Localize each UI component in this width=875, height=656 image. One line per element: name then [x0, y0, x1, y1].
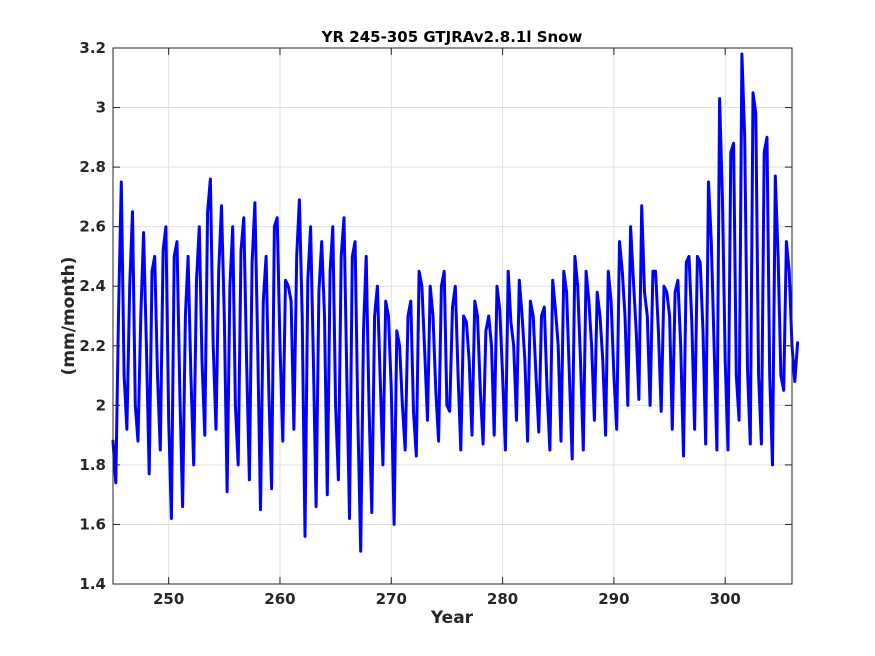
series-line — [111, 52, 800, 553]
x-tick-label: 300 — [710, 590, 741, 608]
y-tick-label: 2 — [96, 396, 106, 414]
y-tick-label: 2.4 — [79, 277, 106, 295]
chart-title: YR 245-305 GTJRAv2.8.1l Snow — [321, 28, 583, 46]
y-tick-label: 1.6 — [79, 515, 106, 533]
y-tick-label: 1.8 — [79, 456, 106, 474]
x-tick-label: 250 — [153, 590, 184, 608]
y-tick-label: 2.8 — [79, 158, 106, 176]
x-tick-label: 290 — [598, 590, 629, 608]
y-axis-label: (mm/month) — [59, 257, 79, 376]
x-tick-label: 260 — [264, 590, 295, 608]
plot-frame — [112, 47, 793, 585]
x-tick-labels: 250 260 270 280 290 300 — [153, 590, 741, 608]
axis-ticks — [113, 47, 792, 585]
data-series — [111, 52, 800, 553]
y-tick-label: 2.2 — [79, 337, 106, 355]
y-tick-label: 3 — [96, 99, 106, 117]
x-tick-label: 270 — [376, 590, 407, 608]
x-tick-label: 280 — [487, 590, 518, 608]
y-tick-label: 3.2 — [79, 39, 106, 57]
y-tick-labels: 1.4 1.6 1.8 2 2.2 2.4 2.6 2.8 3 3.2 — [79, 39, 106, 593]
y-tick-label: 2.6 — [79, 218, 106, 236]
x-axis-label: Year — [430, 608, 474, 628]
y-tick-label: 1.4 — [79, 575, 106, 593]
